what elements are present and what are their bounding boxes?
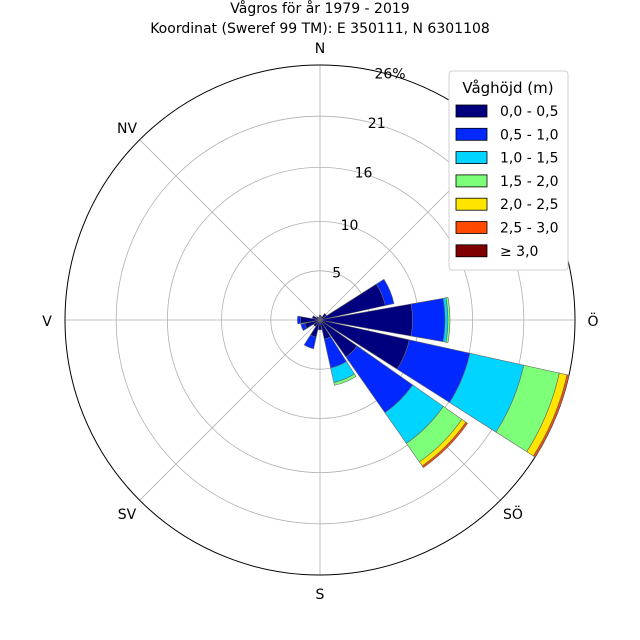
polar-grid (64, 64, 576, 576)
radial-tick-label: 21 (368, 116, 386, 132)
legend: Våghöjd (m) 0,0 - 0,5 0,5 - 1,0 1,0 - 1,5 1… (448, 70, 569, 271)
radial-tick-labels: 5 10 16 21 26% (332, 67, 405, 282)
bar-segment (445, 297, 451, 343)
legend-label: 2,0 - 2,5 (500, 197, 558, 213)
bar-segment (333, 373, 357, 386)
bar-segment (376, 278, 395, 306)
grid-spoke (139, 319, 321, 501)
chart-subtitle: Koordinat (Sweref 99 TM): E 350111, N 63… (150, 21, 490, 37)
legend-label: 0,0 - 0,5 (500, 104, 558, 120)
legend-label: 1,5 - 2,0 (500, 174, 558, 190)
legend-label: 1,0 - 1,5 (500, 151, 558, 167)
bar-segment (317, 319, 323, 331)
bar-segment (303, 334, 317, 350)
legend-swatch (455, 174, 488, 188)
direction-label: SV (118, 507, 137, 523)
legend-title: Våghöjd (m) (462, 79, 553, 97)
bar-segment (410, 297, 446, 343)
direction-label: SÖ (503, 505, 523, 523)
bar-segment (319, 313, 327, 321)
bar-segment (319, 315, 323, 321)
bar-segment (300, 323, 308, 331)
bar-segment (313, 319, 321, 327)
bar-segment (311, 315, 321, 321)
legend-label: 0,5 - 1,0 (500, 127, 558, 143)
legend-swatch (455, 221, 488, 234)
legend-swatch (455, 104, 488, 118)
direction-label: V (42, 314, 52, 330)
legend-frame (448, 70, 569, 271)
direction-label: NV (117, 121, 137, 137)
direction-label: Ö (587, 312, 598, 330)
legend-label: 2,5 - 3,0 (500, 221, 558, 237)
radial-tick-label: 10 (341, 218, 359, 234)
legend-swatch (455, 197, 488, 211)
legend-swatch (455, 127, 488, 141)
bar-segment (532, 374, 570, 458)
direction-label: S (316, 587, 325, 603)
radial-tick-label: 16 (355, 166, 373, 182)
bar-segment (297, 315, 301, 325)
radial-tick-label: 26% (374, 67, 405, 83)
legend-swatch (455, 151, 488, 165)
radial-tick-label: 5 (332, 265, 341, 281)
direction-label: N (315, 41, 325, 57)
outer-circle (64, 64, 576, 576)
bar-segment (318, 314, 322, 321)
grid-spoke (139, 139, 321, 321)
bar-segment (421, 421, 469, 469)
bars (297, 278, 570, 469)
legend-swatch (455, 244, 488, 258)
chart-title: Vågros för år 1979 - 2019 (230, 0, 409, 17)
legend-label: ≥ 3,0 (500, 244, 538, 260)
